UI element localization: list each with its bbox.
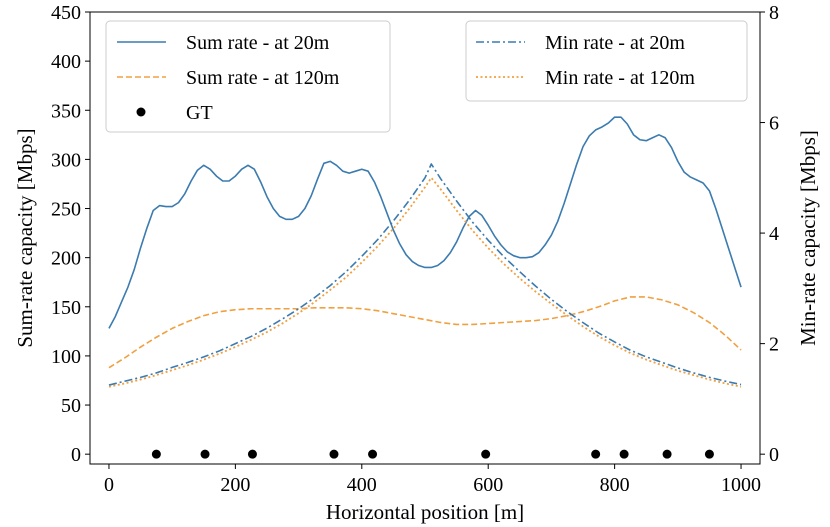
- gt-marker: [591, 449, 601, 459]
- gt-markers: [151, 449, 714, 459]
- sum-rate-20m-line: [108, 116, 742, 329]
- legend-label-min-120m: Min rate - at 120m: [545, 67, 695, 89]
- x-tick-label: 800: [600, 474, 630, 496]
- plot-frame: [89, 11, 761, 465]
- legend-left-box: [105, 20, 391, 133]
- legend-right-box: [465, 20, 748, 102]
- legend-right: Min rate - at 20m Min rate - at 120m: [465, 20, 748, 102]
- left-y-axis-title: Sum-rate capacity [Mbps]: [13, 128, 37, 347]
- right-y-tick-label: 8: [769, 2, 779, 24]
- gt-marker: [200, 449, 210, 459]
- gt-marker: [329, 449, 339, 459]
- gt-marker: [662, 449, 672, 459]
- left-y-tick-label: 100: [51, 346, 81, 368]
- right-y-tick-label: 0: [769, 444, 779, 466]
- min-rate-20m-line: [108, 163, 742, 386]
- right-y-tick-label: 4: [769, 223, 779, 245]
- legend-left: Sum rate - at 20m Sum rate - at 120m GT: [105, 20, 391, 133]
- right-y-tick-label: 6: [769, 113, 779, 135]
- x-axis-ticks: 0 200 400 600 800 1000: [104, 464, 761, 496]
- legend-label-sum-20m: Sum rate - at 20m: [186, 32, 330, 54]
- gt-marker: [704, 449, 714, 459]
- gt-marker: [368, 449, 378, 459]
- sum-rate-120m-line: [108, 296, 742, 369]
- left-y-tick-label: 150: [51, 297, 81, 319]
- x-tick-label: 0: [104, 474, 114, 496]
- left-y-tick-label: 200: [51, 248, 81, 270]
- legend-label-min-20m: Min rate - at 20m: [545, 32, 685, 54]
- left-y-tick-label: 300: [51, 149, 81, 171]
- right-y-axis-title: Min-rate capacity [Mbps]: [796, 130, 820, 346]
- x-tick-label: 1000: [721, 474, 761, 496]
- legend-swatch-gt: [136, 107, 146, 117]
- gt-marker: [151, 449, 161, 459]
- x-tick-label: 400: [347, 474, 377, 496]
- left-y-tick-label: 350: [51, 100, 81, 122]
- legend-label-gt: GT: [186, 102, 213, 124]
- left-y-tick-label: 50: [61, 395, 81, 417]
- left-y-tick-label: 0: [71, 444, 81, 466]
- x-tick-label: 600: [473, 474, 503, 496]
- left-y-tick-label: 450: [51, 2, 81, 24]
- left-y-tick-label: 250: [51, 199, 81, 221]
- min-rate-120m-line: [108, 176, 742, 388]
- gt-marker: [481, 449, 491, 459]
- left-y-axis-ticks: 0 50 100 150 200 250 300 350 400 450: [51, 2, 90, 466]
- left-y-tick-label: 400: [51, 51, 81, 73]
- x-tick-label: 200: [220, 474, 250, 496]
- x-axis-title: Horizontal position [m]: [326, 500, 524, 524]
- legend-label-sum-120m: Sum rate - at 120m: [186, 67, 340, 89]
- right-y-tick-label: 2: [769, 334, 779, 356]
- gt-marker: [247, 449, 257, 459]
- gt-marker: [619, 449, 629, 459]
- series-layer: [108, 116, 742, 388]
- right-y-axis-ticks: 0 2 4 6 8: [760, 2, 779, 466]
